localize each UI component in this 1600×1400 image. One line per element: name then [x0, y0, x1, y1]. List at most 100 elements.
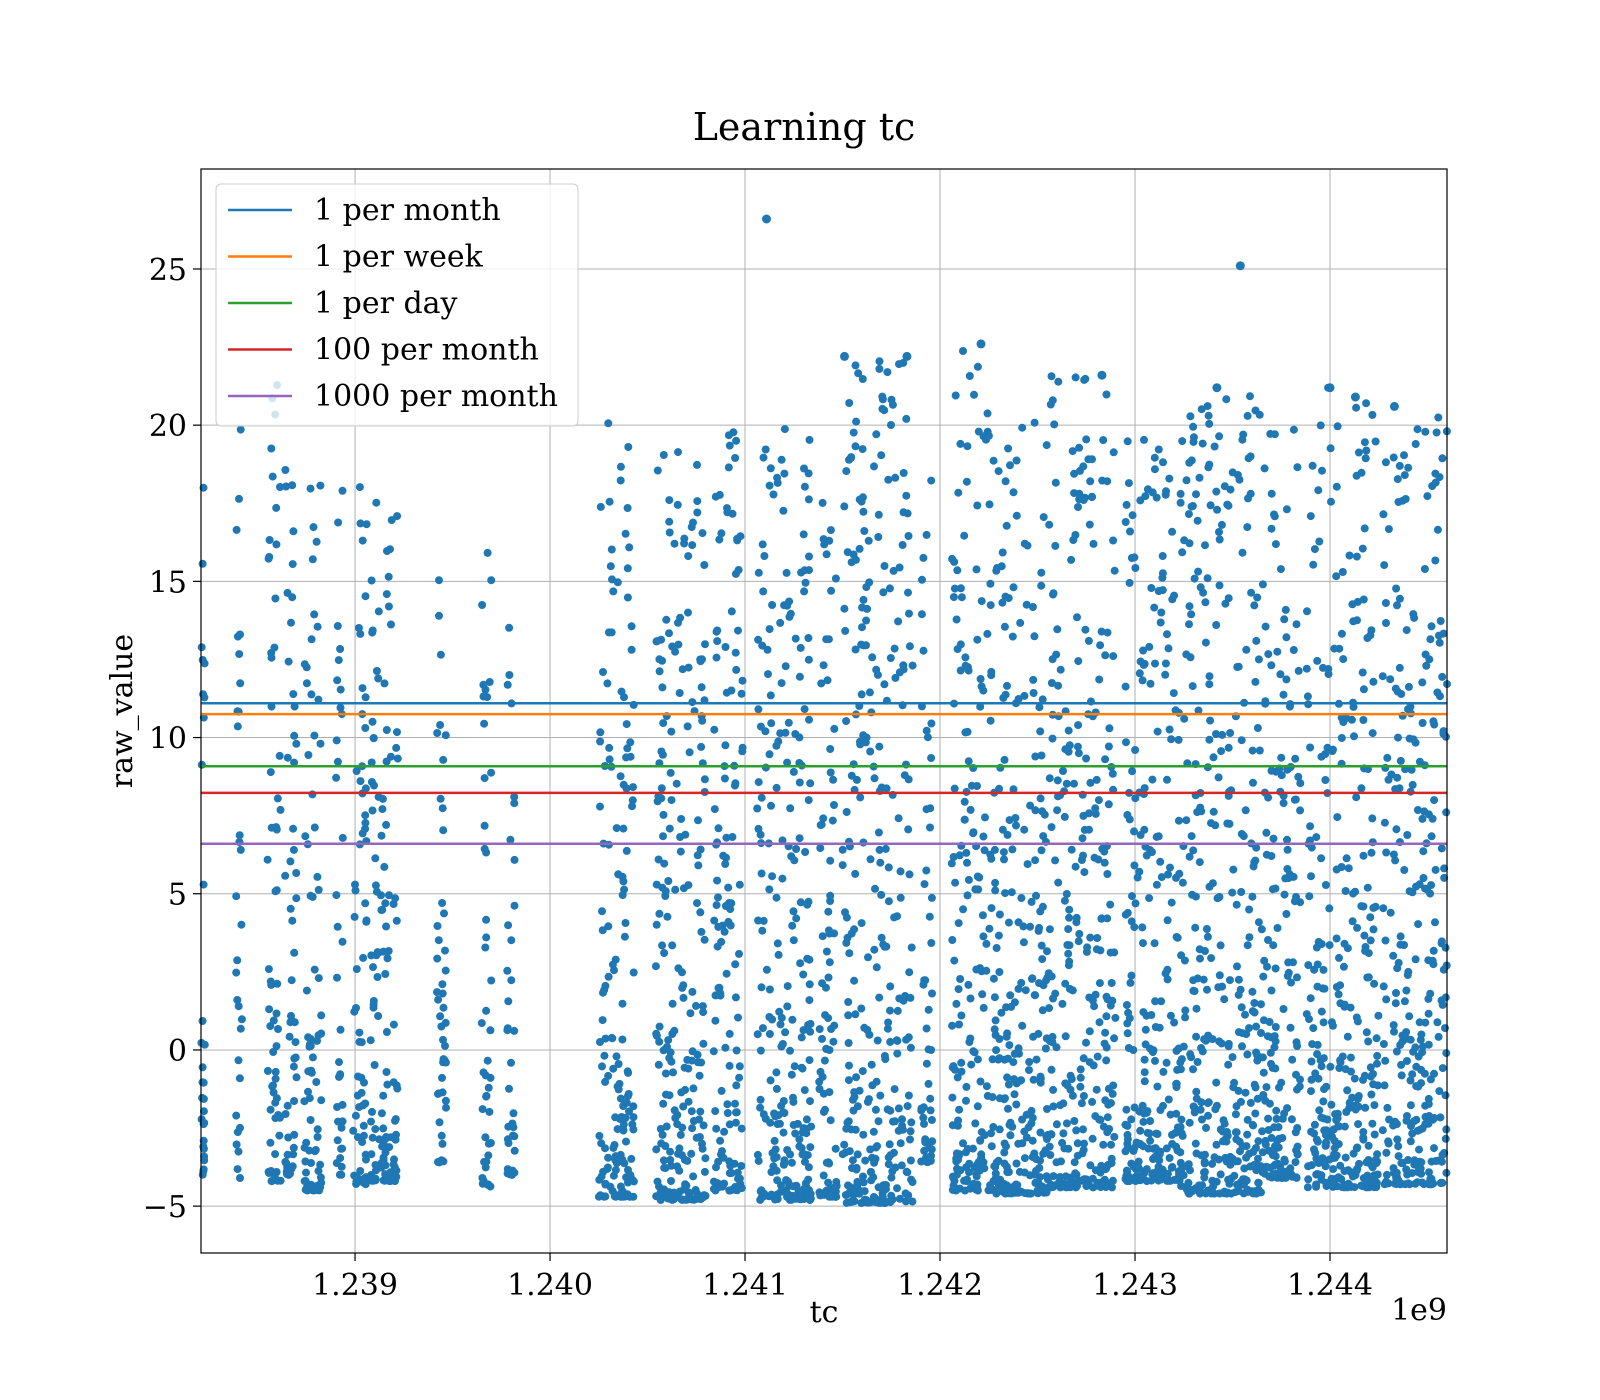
scatter-point [269, 1081, 277, 1090]
scatter-point [699, 1039, 708, 1048]
scatter-point [1139, 1008, 1148, 1017]
scatter-point [598, 1062, 606, 1071]
scatter-point [1188, 502, 1197, 510]
scatter-point [1131, 746, 1140, 754]
scatter-point [1036, 1074, 1045, 1083]
x-tick-label: 1.244 [1287, 1268, 1373, 1303]
scatter-point [1335, 644, 1344, 653]
scatter-point [1429, 946, 1438, 955]
scatter-point [604, 922, 613, 931]
scatter-point [895, 360, 903, 369]
scatter-point [1054, 878, 1063, 887]
scatter-point [267, 702, 276, 711]
scatter-point [232, 968, 241, 977]
scatter-point [757, 793, 766, 802]
scatter-point [659, 810, 668, 819]
scatter-point [1379, 982, 1388, 991]
scatter-point [845, 1147, 854, 1156]
scatter-point [1185, 458, 1194, 467]
scatter-point [1222, 395, 1231, 404]
scatter-point [310, 1186, 319, 1195]
scatter-point [1364, 949, 1373, 958]
scatter-point [1253, 593, 1262, 602]
scatter-point [957, 1067, 966, 1076]
scatter-point [337, 1170, 346, 1179]
scatter-point [1086, 1161, 1095, 1170]
scatter-point [369, 963, 377, 972]
scatter-point [1307, 1057, 1316, 1066]
scatter-point [1030, 991, 1039, 1000]
scatter-point [1394, 1152, 1403, 1161]
scatter-point [386, 545, 394, 554]
scatter-point [872, 963, 881, 972]
scatter-point [232, 892, 241, 901]
scatter-point [480, 821, 489, 830]
scatter-point [272, 825, 281, 834]
scatter-point [629, 1177, 638, 1186]
scatter-point [237, 1015, 246, 1024]
scatter-point [735, 1174, 744, 1183]
scatter-point [777, 455, 786, 464]
scatter-point [875, 364, 884, 373]
scatter-point [605, 755, 614, 764]
scatter-point [350, 912, 359, 921]
scatter-point [874, 1117, 883, 1126]
scatter-point [392, 743, 401, 752]
scatter-point [818, 1072, 827, 1081]
scatter-point [1161, 670, 1170, 679]
scatter-point [735, 949, 743, 958]
scatter-point [1357, 1181, 1366, 1190]
scatter-point [851, 1125, 860, 1134]
scatter-point [312, 537, 321, 546]
scatter-point [924, 1045, 933, 1054]
scatter-point [970, 390, 978, 399]
scatter-point [609, 1143, 618, 1152]
scatter-point [1019, 922, 1028, 931]
scatter-point [1039, 513, 1048, 522]
scatter-point [884, 897, 893, 906]
scatter-point [761, 763, 770, 772]
scatter-point [979, 932, 988, 941]
scatter-point [960, 797, 969, 806]
scatter-point [1217, 1039, 1226, 1048]
scatter-point [806, 779, 815, 788]
scatter-point [1099, 1140, 1108, 1149]
scatter-point [1064, 726, 1073, 735]
scatter-point [978, 911, 987, 920]
scatter-point [693, 1194, 702, 1203]
scatter-point [439, 755, 448, 764]
scatter-point [685, 748, 694, 757]
scatter-point [893, 1184, 901, 1193]
scatter-point [199, 1136, 208, 1145]
scatter-point [625, 543, 634, 552]
scatter-point [1312, 1180, 1321, 1189]
scatter-point [1408, 888, 1417, 897]
scatter-point [438, 980, 447, 989]
scatter-point [314, 974, 323, 983]
scatter-point [684, 663, 693, 672]
scatter-point [1049, 1172, 1058, 1181]
scatter-point [1332, 572, 1341, 581]
scatter-point [977, 682, 986, 691]
scatter-point [700, 1167, 709, 1176]
scatter-point [922, 530, 931, 539]
scatter-point [780, 1156, 789, 1165]
scatter-point [274, 1025, 282, 1033]
scatter-point [1251, 677, 1260, 686]
scatter-point [1095, 979, 1104, 988]
scatter-point [664, 1036, 673, 1045]
scatter-point [1208, 1035, 1217, 1044]
scatter-point [1190, 987, 1199, 996]
scatter-point [1235, 475, 1244, 484]
scatter-point [1417, 1030, 1426, 1039]
scatter-point [768, 601, 777, 609]
scatter-point [805, 955, 814, 964]
scatter-point [919, 553, 928, 562]
scatter-point [485, 1107, 494, 1116]
scatter-point [693, 460, 701, 469]
x-tick-label: 1.242 [897, 1268, 983, 1303]
scatter-point [604, 1153, 613, 1162]
scatter-point [627, 645, 636, 654]
scatter-point [1411, 1179, 1420, 1188]
scatter-point [1091, 1166, 1100, 1175]
